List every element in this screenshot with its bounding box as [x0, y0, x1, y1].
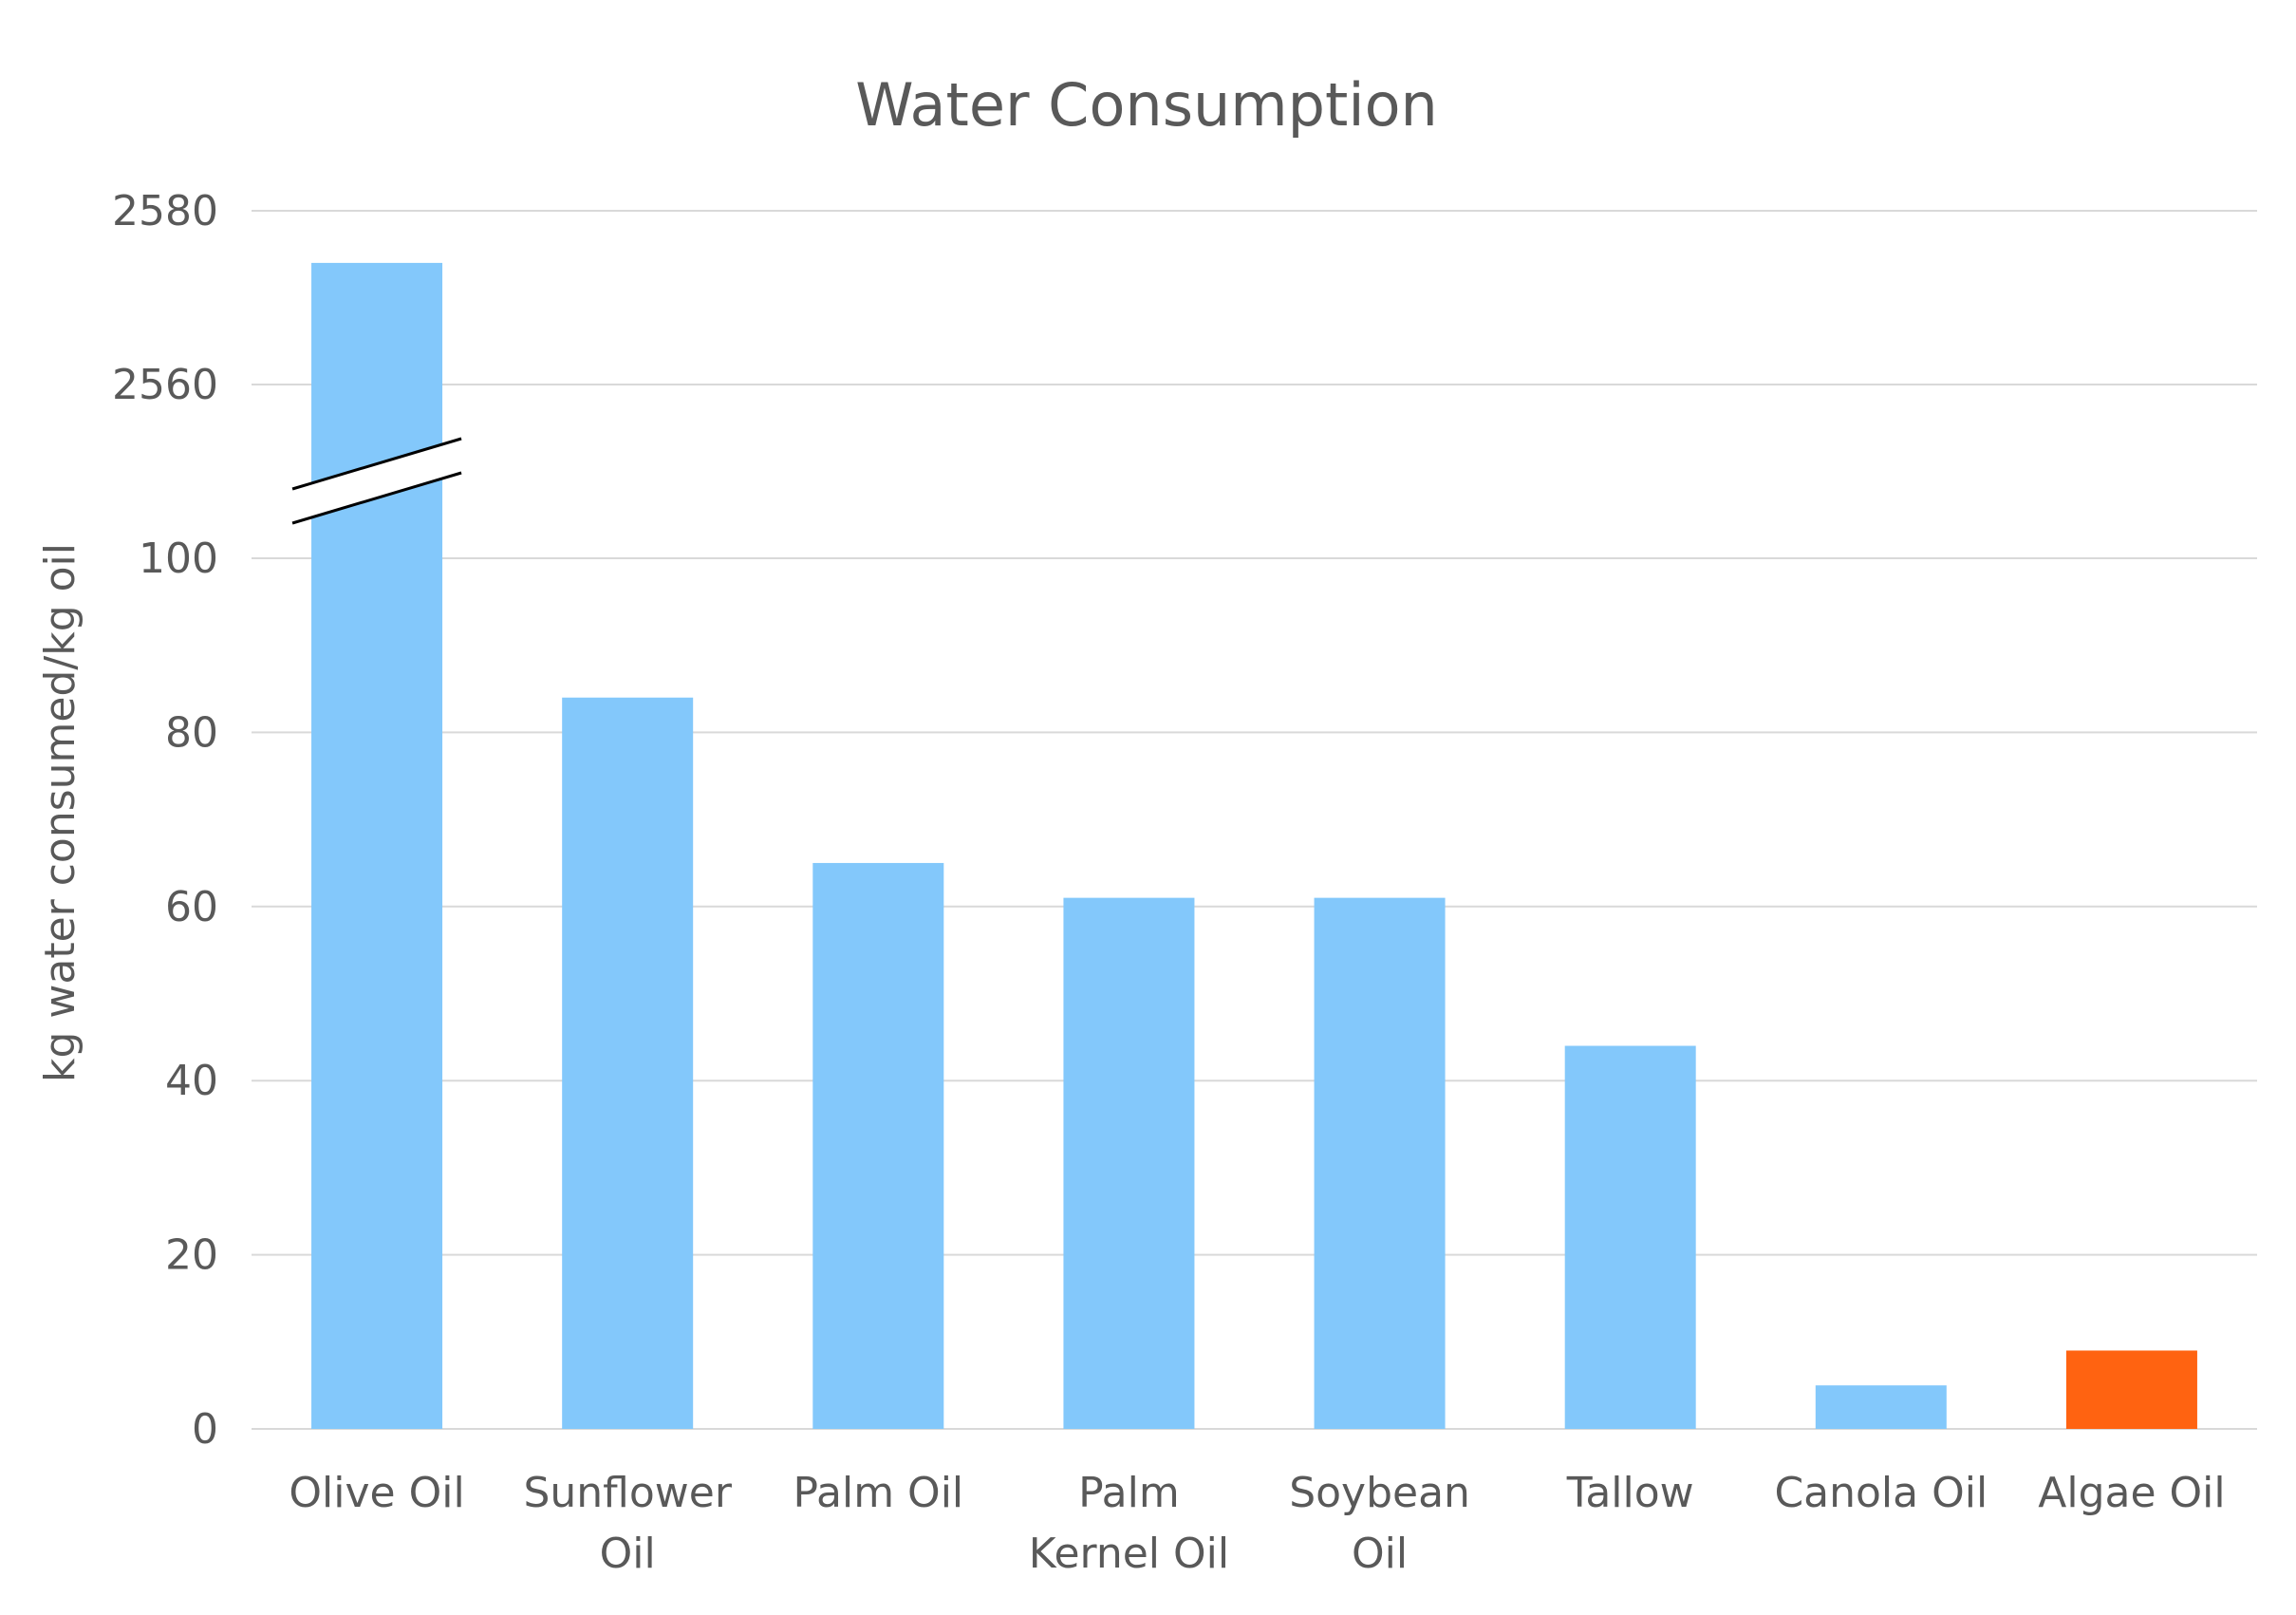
category-label-line: Palm Oil [793, 1469, 963, 1517]
category-label-7: Algae Oil [2038, 1469, 2225, 1517]
y-tick-2580: 2580 [112, 187, 218, 235]
y-axis-ticks: 0 20 40 60 80 100 2560 2580 [112, 187, 218, 1454]
y-tick-60: 60 [165, 883, 218, 931]
axis-break-marker [291, 437, 462, 525]
category-labels: Olive Oil Sunflower Oil Palm Oil Palm Kernel … [289, 1469, 2225, 1578]
category-label-line: Tallow [1566, 1469, 1694, 1517]
category-label-line: Algae Oil [2038, 1469, 2225, 1517]
category-label-line: Oil [600, 1530, 656, 1578]
y-tick-0: 0 [192, 1405, 218, 1454]
y-tick-20: 20 [165, 1231, 218, 1280]
break-line-lower [291, 471, 462, 525]
y-tick-80: 80 [165, 708, 218, 757]
category-label-1: Sunflower Oil [523, 1469, 732, 1578]
break-gap [292, 439, 462, 523]
category-label-5: Tallow [1566, 1469, 1694, 1517]
category-label-0: Olive Oil [289, 1469, 464, 1517]
bar-4 [1314, 897, 1446, 1429]
category-label-line: Olive Oil [289, 1469, 464, 1517]
bar-7 [2065, 1350, 2197, 1429]
bar-2 [812, 862, 944, 1429]
y-tick-40: 40 [165, 1057, 218, 1105]
chart-title: Water Consumption [855, 70, 1438, 140]
category-label-4: Soybean Oil [1289, 1469, 1470, 1578]
bar-0 [311, 262, 443, 1429]
category-label-6: Canola Oil [1774, 1469, 1988, 1517]
bar-6 [1815, 1385, 1947, 1429]
bar-3 [1063, 897, 1195, 1429]
y-tick-2560: 2560 [112, 361, 218, 409]
category-label-2: Palm Oil [793, 1469, 963, 1517]
bar-1 [562, 697, 694, 1429]
category-label-line: Soybean [1289, 1469, 1470, 1517]
category-label-line: Kernel Oil [1029, 1530, 1229, 1578]
category-label-line: Oil [1352, 1530, 1408, 1578]
y-axis-label: kg water consumed/kg oil [36, 543, 84, 1082]
category-label-line: Sunflower [523, 1469, 732, 1517]
category-label-line: Palm [1078, 1469, 1180, 1517]
bar-5 [1564, 1045, 1696, 1429]
gridlines [252, 210, 2257, 1430]
category-label-line: Canola Oil [1774, 1469, 1988, 1517]
category-label-3: Palm Kernel Oil [1029, 1469, 1229, 1578]
y-tick-100: 100 [139, 535, 218, 583]
break-line-upper [291, 437, 462, 491]
